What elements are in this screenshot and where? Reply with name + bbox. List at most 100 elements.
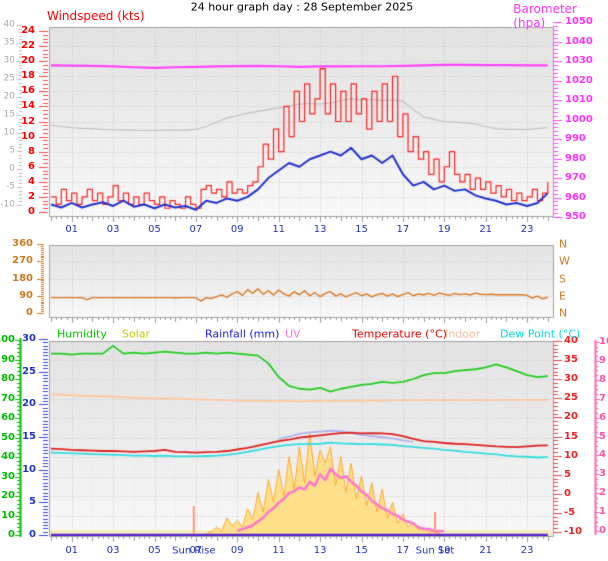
direction-axis-tick: 270: [12, 255, 33, 267]
uv-axis-tick: 3: [599, 468, 606, 480]
rainfall-axis-tick: 5: [29, 496, 36, 508]
humidity-axis-tick: 50: [1, 431, 15, 443]
temperature-axis-tick: 5: [564, 468, 571, 480]
uv-axis-tick: 0: [599, 525, 606, 536]
direction-axis-tick: 360: [12, 238, 33, 249]
uv-axis-tick: 6: [599, 411, 606, 423]
temperature-axis-tick: -10: [564, 526, 583, 537]
legend-item-temperature-c: Temperature (°C): [352, 327, 447, 341]
uv-axis-tick: 5: [599, 430, 606, 442]
hour-label-bottom: 05: [148, 545, 161, 556]
outer-axis-tick: 30: [3, 55, 15, 66]
temperature-axis-tick: 20: [564, 411, 578, 423]
temperature-axis-tick: 10: [564, 449, 578, 461]
rainfall-axis-tick: 20: [22, 398, 36, 410]
hour-label-top: 19: [437, 224, 451, 235]
humidity-axis-tick: 10: [1, 509, 15, 521]
barometer-axis-tick: 1050: [565, 16, 593, 27]
hour-label-top: 05: [148, 224, 161, 235]
rainfall-axis-tick: 10: [22, 463, 36, 475]
hour-label-bottom: 19: [437, 545, 451, 556]
humidity-axis-tick: 90: [1, 353, 15, 365]
barometer-axis-tick: 1000: [565, 113, 593, 125]
barometer-axis-tick: 960: [565, 191, 586, 203]
hour-label-bottom: 01: [65, 545, 79, 556]
direction-axis-tick: 180: [12, 272, 33, 284]
hour-label-top: 09: [230, 224, 244, 235]
humidity-axis-tick: 20: [1, 490, 15, 501]
legend-item-solar: Solar: [122, 327, 151, 341]
rainfall-axis-tick: 0: [29, 529, 36, 540]
temperature-axis-tick: 15: [564, 430, 578, 442]
outer-axis-tick: 35: [3, 37, 15, 48]
sunrise-label: Sun Rise: [172, 545, 216, 557]
outer-axis-tick: 0: [9, 163, 15, 174]
rainfall-axis-tick: 15: [22, 431, 36, 442]
hour-label-top: 01: [65, 224, 79, 235]
hour-label-bottom: 23: [520, 545, 534, 556]
windspeed-axis-tick: 24: [21, 25, 35, 36]
outer-axis-tick: 5: [9, 145, 15, 156]
outer-axis-tick: 10: [3, 127, 15, 138]
compass-label: W: [559, 254, 570, 268]
barometer-axis-tick: 1030: [565, 55, 593, 66]
windspeed-axis-tick: 18: [21, 70, 35, 82]
windspeed-axis-tick: 8: [28, 145, 35, 157]
hour-label-top: 17: [396, 224, 410, 235]
rainfall-axis-tick: 30: [22, 333, 36, 344]
hour-label-bottom: 11: [272, 545, 286, 556]
outer-axis-tick: -10: [0, 199, 15, 210]
hour-label-top: 15: [355, 224, 368, 235]
barometer-axis-title: Barometer (hpa): [513, 2, 577, 30]
legend-item-uv: UV: [285, 327, 301, 341]
windspeed-axis-tick: 12: [21, 115, 35, 127]
windspeed-axis-tick: 16: [21, 85, 35, 97]
hour-label-bottom: 13: [313, 545, 327, 556]
humidity-axis-tick: 60: [1, 412, 15, 423]
windspeed-axis-tick: 10: [21, 130, 35, 142]
windspeed-axis-tick: 0: [28, 206, 35, 217]
sunset-label: Sun Set: [415, 545, 455, 557]
windspeed-axis-tick: 22: [21, 40, 35, 52]
outer-axis-tick: 20: [3, 91, 15, 102]
windspeed-axis-tick: 6: [28, 160, 35, 172]
outer-axis-tick: 15: [3, 109, 15, 120]
outer-axis-tick: -5: [6, 181, 15, 192]
hour-label-bottom: 15: [355, 545, 368, 556]
legend-item-dew-point-c: Dew Point (°C): [500, 327, 581, 341]
humidity-axis-tick: 80: [1, 373, 15, 384]
windspeed-axis-tick: 20: [21, 55, 35, 67]
compass-label: N: [559, 306, 568, 320]
barometer-axis-tick: 970: [565, 172, 586, 183]
hour-label-top: 23: [520, 224, 534, 235]
barometer-axis-tick: 1040: [565, 35, 593, 47]
temperature-axis-tick: 25: [564, 392, 578, 404]
hour-label-top: 03: [106, 224, 120, 235]
uv-axis-tick: 8: [599, 373, 606, 385]
hour-label-top: 13: [313, 224, 327, 235]
barometer-axis-tick: 1020: [565, 74, 593, 86]
uv-axis-tick: 9: [599, 354, 606, 366]
compass-label: N: [559, 237, 568, 251]
outer-axis-tick: 40: [3, 19, 15, 30]
uv-axis-tick: 4: [599, 449, 606, 461]
chart-title: 24 hour graph day : 28 September 2025: [190, 0, 414, 14]
hour-label-bottom: 17: [396, 545, 410, 556]
uv-axis-tick: 2: [599, 487, 606, 499]
windspeed-axis-tick: 14: [21, 100, 35, 112]
outer-axis-tick: 25: [3, 73, 15, 84]
humidity-axis-tick: 40: [1, 451, 15, 462]
hour-label-top: 07: [189, 224, 203, 235]
uv-axis-tick: 7: [599, 392, 606, 404]
humidity-axis-tick: 70: [1, 392, 15, 404]
legend-item-rainfall-mm: Rainfall (mm): [205, 327, 280, 341]
compass-label: E: [559, 289, 566, 303]
windspeed-axis-title: Windspeed (kts): [47, 9, 145, 23]
humidity-axis-tick: 0: [8, 529, 15, 540]
barometer-axis-tick: 990: [565, 133, 586, 144]
humidity-axis-tick: 30: [1, 470, 15, 482]
temperature-axis-tick: 35: [564, 354, 578, 366]
windspeed-axis-tick: 2: [28, 190, 35, 202]
